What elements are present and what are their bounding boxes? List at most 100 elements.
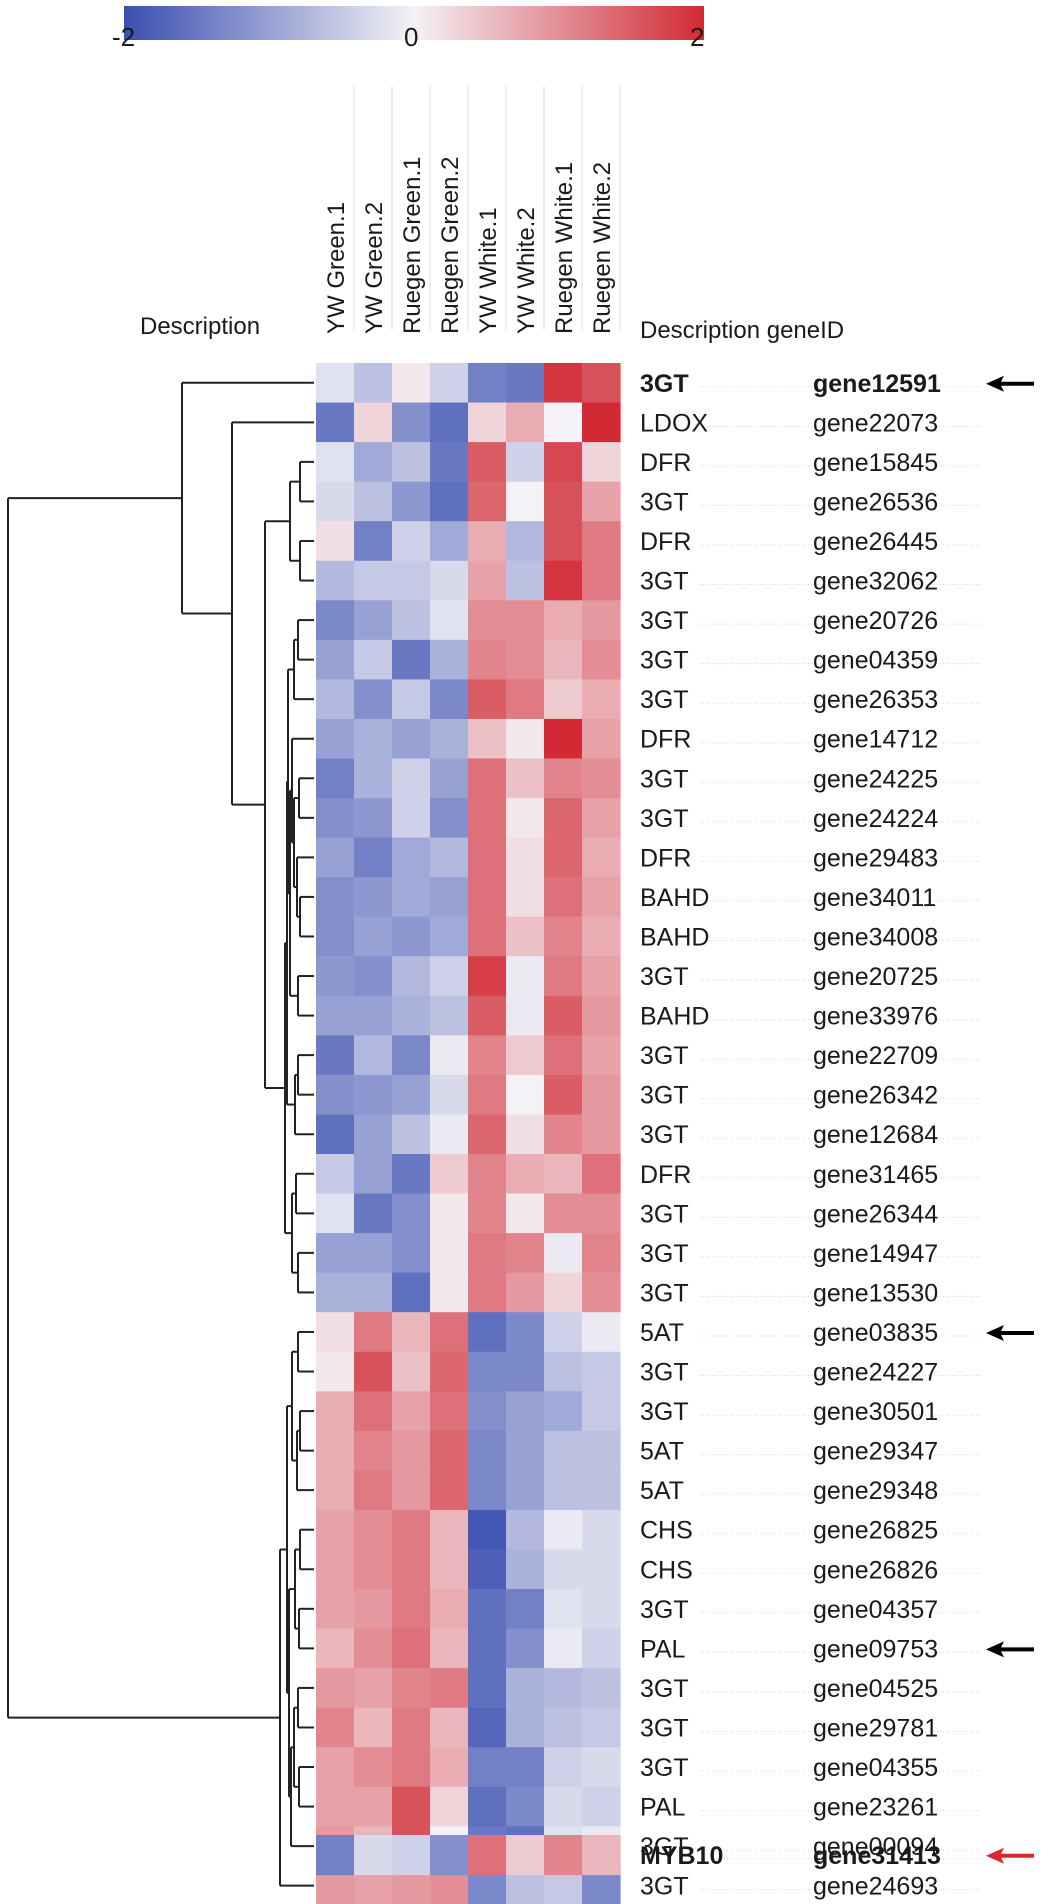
heatmap-cell xyxy=(354,679,393,720)
row-gene-id: gene22073 xyxy=(813,409,938,437)
heatmap-cell xyxy=(582,1747,621,1788)
row-gene-id: gene24225 xyxy=(813,765,938,793)
heatmap-cell xyxy=(316,1074,355,1116)
heatmap-cell xyxy=(506,1549,545,1590)
heatmap-cell xyxy=(506,877,545,918)
heatmap-cell xyxy=(354,363,393,404)
heatmap-cell xyxy=(544,1312,583,1353)
heatmap-row xyxy=(316,1786,621,1827)
heatmap-cell xyxy=(354,639,393,680)
row-description: CHS xyxy=(640,1517,693,1545)
heatmap-cell xyxy=(506,1193,545,1234)
row-gene-id: gene26445 xyxy=(813,528,938,556)
heatmap-cell xyxy=(430,1747,469,1788)
heatmap-cell xyxy=(582,1707,621,1748)
heatmap-cell xyxy=(468,1351,507,1392)
heatmap-cell xyxy=(430,481,469,522)
heatmap-cell xyxy=(430,1430,469,1471)
row-description: BAHD xyxy=(640,923,709,951)
heatmap-cell xyxy=(316,1154,355,1195)
heatmap-row xyxy=(316,1707,621,1748)
heatmap-cell xyxy=(544,916,583,957)
heatmap-cell xyxy=(354,1549,393,1590)
heatmap-row xyxy=(316,1272,621,1313)
heatmap-cell xyxy=(430,916,469,957)
heatmap-cell xyxy=(430,1233,469,1274)
heatmap-cell xyxy=(392,1470,431,1511)
row-description: 3GT xyxy=(640,1596,689,1624)
heatmap-cell xyxy=(354,1430,393,1471)
heatmap-cell xyxy=(316,1470,355,1511)
heatmap-cell xyxy=(582,1035,621,1076)
heatmap-cell xyxy=(392,1312,431,1353)
heatmap-cell xyxy=(392,679,431,720)
heatmap-cell xyxy=(506,521,545,562)
row-description: 5AT xyxy=(640,1477,684,1505)
heatmap-cell xyxy=(468,877,507,918)
heatmap-row xyxy=(316,1589,621,1630)
heatmap-cell xyxy=(468,1430,507,1471)
column-label: YW Green.1 xyxy=(323,202,350,334)
heatmap-cell xyxy=(506,916,545,957)
row-gene-id: gene03835 xyxy=(813,1319,938,1347)
heatmap-row xyxy=(316,718,621,760)
heatmap-cell xyxy=(544,600,583,641)
heatmap-cell xyxy=(316,718,355,760)
heatmap-cell xyxy=(582,1589,621,1630)
heatmap-cell xyxy=(544,1509,583,1551)
heatmap-cell xyxy=(354,1351,393,1392)
heatmap-cell xyxy=(544,521,583,562)
heatmap-row xyxy=(316,600,621,641)
heatmap-cell xyxy=(468,1549,507,1590)
heatmap-cell xyxy=(468,600,507,641)
heatmap-cell xyxy=(506,1391,545,1432)
heatmap-cell xyxy=(430,877,469,918)
heatmap-cell xyxy=(316,837,355,878)
row-description: DFR xyxy=(640,844,691,872)
heatmap-cell xyxy=(506,956,545,997)
row-gene-id: gene23261 xyxy=(813,1794,938,1822)
heatmap-cell xyxy=(582,1509,621,1551)
heatmap-cell xyxy=(430,995,469,1036)
heatmap-cell xyxy=(354,995,393,1036)
heatmap-cell xyxy=(582,639,621,680)
heatmap-cell xyxy=(468,1747,507,1788)
heatmap-cell xyxy=(506,1628,545,1669)
row-gene-id: gene29483 xyxy=(813,844,938,872)
heatmap-cell xyxy=(544,1233,583,1274)
heatmap-cell xyxy=(582,560,621,601)
heatmap-cell xyxy=(582,798,621,839)
heatmap-cell xyxy=(582,1430,621,1471)
heatmap-cell xyxy=(392,442,431,483)
row-gene-id: gene00094 xyxy=(813,1833,938,1861)
heatmap-row xyxy=(316,1470,621,1511)
heatmap-cell xyxy=(430,560,469,601)
heatmap-cell xyxy=(316,1786,355,1827)
row-gene-id: gene26344 xyxy=(813,1200,938,1228)
heatmap-cell xyxy=(316,600,355,641)
heatmap-row xyxy=(316,1074,621,1116)
row-gene-id: gene04359 xyxy=(813,647,938,675)
heatmap-cell xyxy=(582,1470,621,1511)
heatmap-cell xyxy=(506,1272,545,1313)
heatmap-row xyxy=(316,1747,621,1788)
heatmap-cell xyxy=(316,1430,355,1471)
heatmap-cells xyxy=(316,363,621,1904)
heatmap-cell xyxy=(392,758,431,799)
heatmap-cell xyxy=(544,956,583,997)
row-description: 3GT xyxy=(640,1833,689,1861)
row-gene-id: gene31465 xyxy=(813,1161,938,1189)
heatmap-cell xyxy=(316,1193,355,1234)
heatmap-cell xyxy=(544,1747,583,1788)
heatmap-cell xyxy=(354,1272,393,1313)
heatmap-cell xyxy=(430,363,469,404)
heatmap-cell xyxy=(506,1509,545,1551)
heatmap-cell xyxy=(316,363,355,404)
heatmap-cell xyxy=(506,1707,545,1748)
heatmap-cell xyxy=(506,758,545,799)
heatmap-cell xyxy=(316,758,355,799)
row-gene-id: gene20725 xyxy=(813,963,938,991)
heatmap-cell xyxy=(392,1628,431,1669)
row-gene-id: gene26825 xyxy=(813,1517,938,1545)
heatmap-cell xyxy=(582,1114,621,1155)
